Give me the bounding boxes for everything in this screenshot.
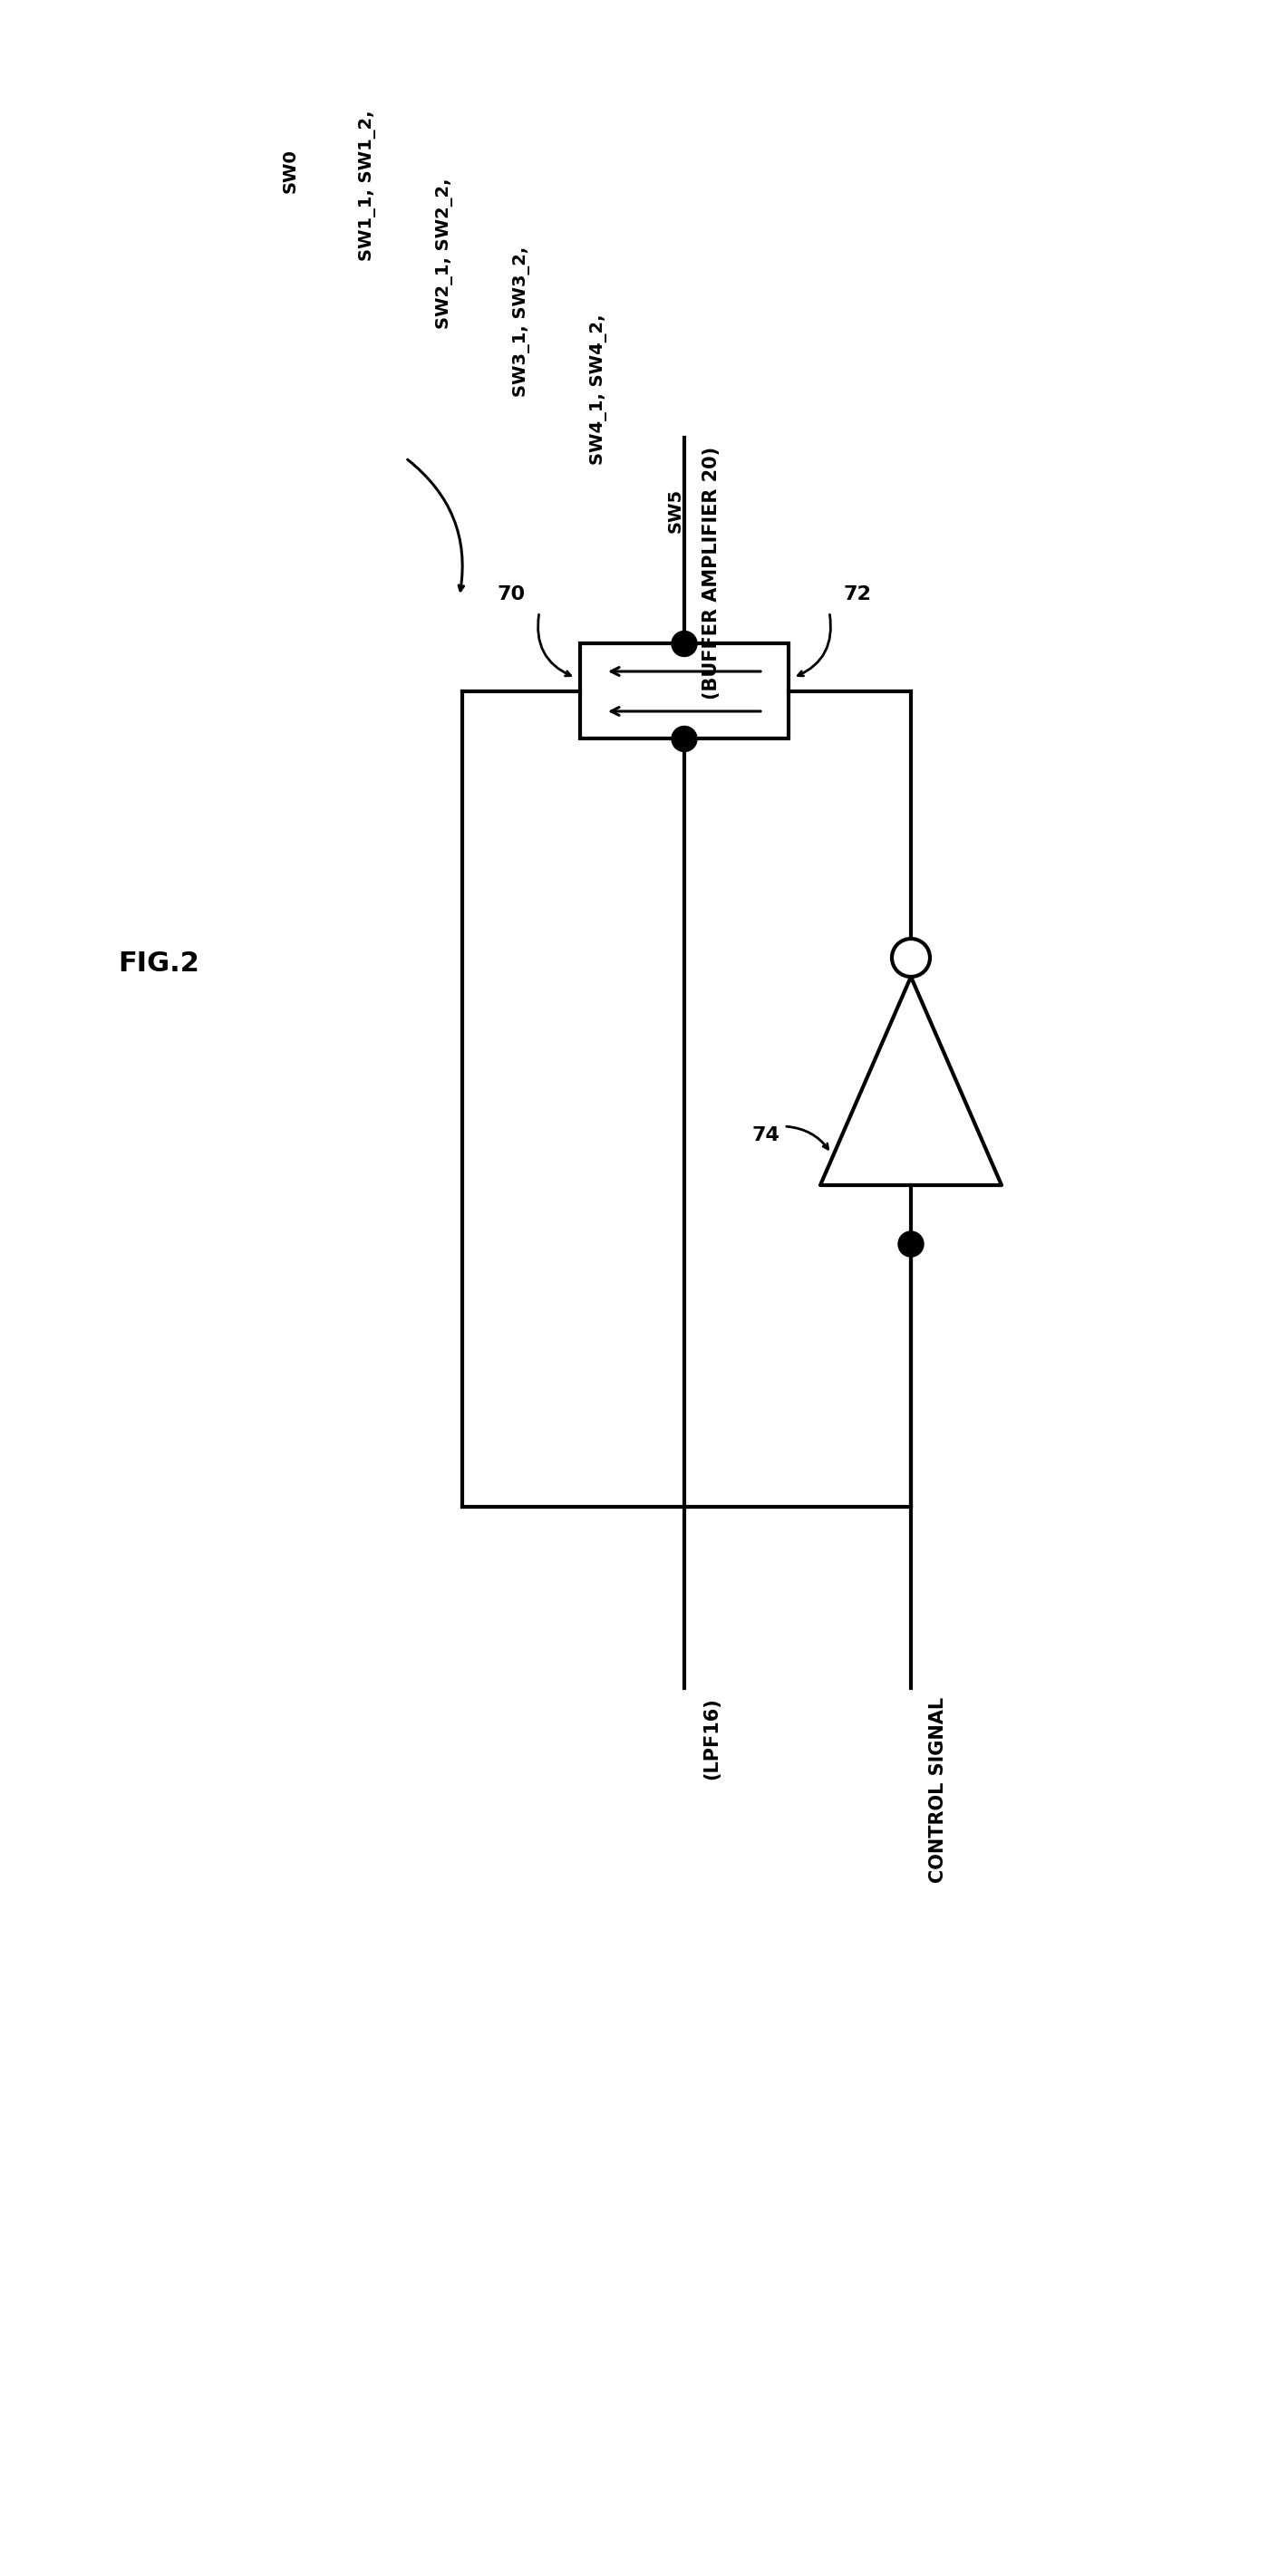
Text: SW5: SW5 — [667, 489, 684, 533]
Text: 74: 74 — [751, 1126, 780, 1144]
Bar — [580, 644, 789, 739]
Text: (BUFFER AMPLIFIER 20): (BUFFER AMPLIFIER 20) — [703, 446, 721, 701]
Text: (LPF16): (LPF16) — [703, 1698, 721, 1780]
Circle shape — [672, 631, 697, 657]
Circle shape — [892, 938, 930, 976]
Text: CONTROL SIGNAL: CONTROL SIGNAL — [929, 1698, 947, 1883]
Text: FIG.2: FIG.2 — [118, 951, 199, 976]
Text: SW4_1, SW4_2,: SW4_1, SW4_2, — [589, 314, 607, 464]
Text: 72: 72 — [843, 585, 870, 603]
Text: 70: 70 — [497, 585, 525, 603]
Text: SW1_1, SW1_2,: SW1_1, SW1_2, — [358, 111, 376, 260]
Text: SW2_1, SW2_2,: SW2_1, SW2_2, — [436, 178, 452, 330]
Text: SW3_1, SW3_2,: SW3_1, SW3_2, — [512, 247, 530, 397]
Circle shape — [672, 726, 697, 752]
Text: SW0: SW0 — [281, 149, 299, 193]
Circle shape — [898, 1231, 924, 1257]
